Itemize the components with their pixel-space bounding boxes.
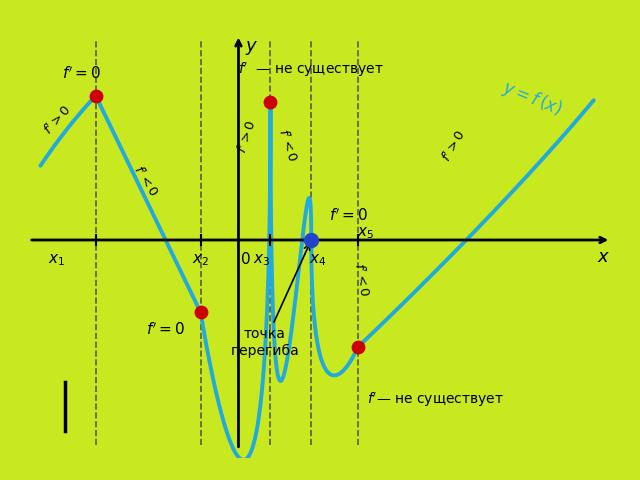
Text: 0: 0 [241, 252, 251, 267]
Text: точка
перегиба: точка перегиба [230, 244, 310, 358]
Text: $f' > 0$: $f' > 0$ [235, 119, 259, 156]
Text: x: x [598, 249, 608, 266]
Point [353, 343, 363, 351]
Text: $f' > 0$: $f' > 0$ [41, 103, 75, 138]
Text: $f' = 0$: $f' = 0$ [61, 66, 101, 82]
Text: $f' = 0$: $f' = 0$ [329, 208, 368, 224]
Text: $x$$_3$: $x$$_3$ [253, 252, 271, 267]
Text: $f' = 0$: $f' = 0$ [146, 321, 186, 338]
Text: $f' < 0$: $f' < 0$ [351, 261, 371, 298]
Point [306, 236, 316, 244]
Point [195, 308, 205, 316]
Point [91, 92, 101, 100]
Text: $x$$_1$: $x$$_1$ [48, 252, 65, 267]
Text: $f' < 0$: $f' < 0$ [130, 163, 161, 199]
Text: y: y [246, 37, 256, 55]
Text: $y = f\,(x)$: $y = f\,(x)$ [499, 76, 566, 120]
Text: $x$$_5$: $x$$_5$ [356, 226, 374, 241]
Text: $f'$— не существует: $f'$— не существует [367, 390, 504, 408]
Text: $x$$_2$: $x$$_2$ [192, 252, 209, 267]
Point [266, 98, 276, 106]
Text: $f' > 0$: $f' > 0$ [439, 127, 469, 164]
Text: $f'$  — не существует: $f'$ — не существует [239, 60, 385, 79]
Text: $f' < 0$: $f' < 0$ [275, 127, 299, 164]
Text: $x$$_4$: $x$$_4$ [309, 252, 327, 267]
